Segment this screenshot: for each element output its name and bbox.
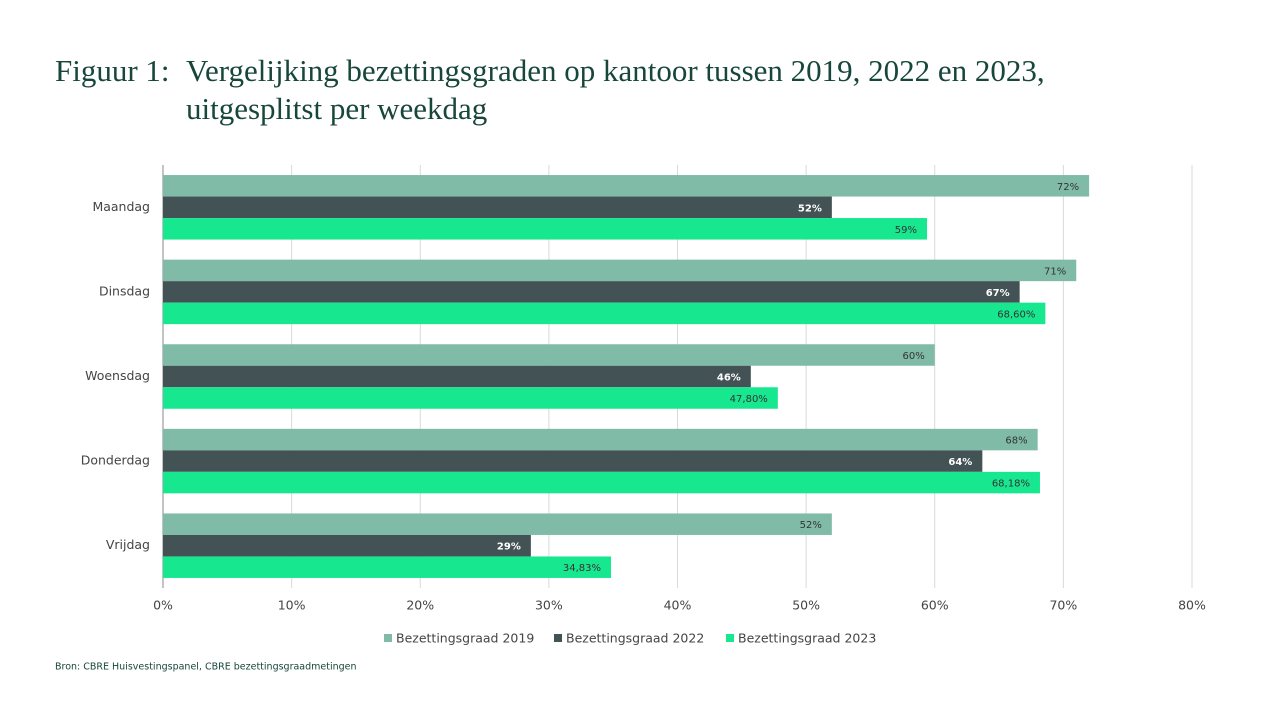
value-label: 68%: [1005, 436, 1027, 447]
bar: [163, 513, 832, 535]
bar: [163, 471, 1040, 494]
y-tick-label: Vrijdag: [106, 537, 150, 552]
value-label: 34,83%: [563, 563, 601, 574]
x-tick-label: 20%: [406, 598, 434, 613]
value-label: 52%: [800, 520, 822, 531]
bar: [163, 281, 1020, 303]
value-label: 72%: [1057, 182, 1079, 193]
bar: [163, 450, 983, 472]
value-label: 68,18%: [992, 479, 1030, 490]
value-label: 71%: [1044, 266, 1066, 277]
x-tick-label: 70%: [1049, 598, 1077, 613]
x-tick-label: 60%: [921, 598, 949, 613]
bar: [163, 387, 778, 409]
bar: [163, 344, 935, 366]
legend-label: Bezettingsgraad 2023: [738, 631, 876, 646]
value-label: 29%: [497, 542, 521, 553]
title-block: Figuur 1: Vergelijking bezettingsgraden …: [55, 52, 1146, 128]
x-tick-label: 80%: [1178, 598, 1206, 613]
bar: [163, 218, 928, 240]
value-label: 60%: [903, 351, 925, 362]
legend-label: Bezettingsgraad 2019: [396, 631, 534, 646]
bar: [163, 365, 751, 388]
legend-swatch: [384, 634, 392, 642]
value-label: 46%: [717, 373, 741, 384]
x-tick-label: 50%: [792, 598, 820, 613]
y-tick-label: Donderdag: [81, 453, 150, 468]
legend-label: Bezettingsgraad 2022: [566, 631, 704, 646]
y-tick-label: Woensdag: [85, 368, 150, 383]
x-tick-label: 0%: [153, 598, 173, 613]
x-tick-label: 10%: [278, 598, 306, 613]
bar: [163, 175, 1090, 197]
value-label: 67%: [986, 288, 1010, 299]
chart-title: Vergelijking bezettingsgraden op kantoor…: [186, 53, 1045, 126]
x-tick-label: 40%: [664, 598, 692, 613]
value-label: 64%: [948, 457, 972, 468]
legend-swatch: [554, 634, 562, 642]
value-label: 68,60%: [997, 309, 1035, 320]
y-tick-label: Dinsdag: [99, 283, 150, 298]
x-tick-label: 30%: [535, 598, 563, 613]
bar: [163, 556, 612, 578]
bar: [163, 302, 1046, 325]
value-label: 47,80%: [730, 394, 768, 405]
y-tick-label: Maandag: [92, 199, 150, 214]
source: Bron: CBRE Huisvestingspanel, CBRE bezet…: [55, 662, 357, 673]
bar: [163, 428, 1038, 451]
bar: [163, 534, 531, 557]
bar: [163, 259, 1077, 282]
legend-swatch: [726, 634, 734, 642]
bar: [163, 196, 832, 219]
value-label: 52%: [798, 203, 822, 214]
figure-label: Figuur 1:: [55, 53, 170, 88]
value-label: 59%: [895, 225, 917, 236]
